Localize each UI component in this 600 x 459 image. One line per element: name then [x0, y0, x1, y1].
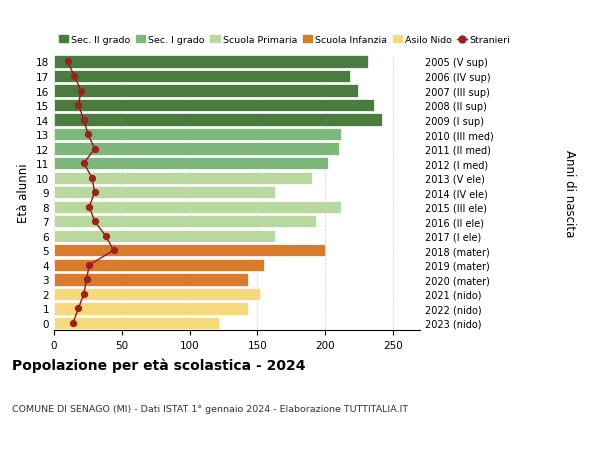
Bar	[54, 274, 248, 286]
Bar	[54, 201, 341, 213]
Bar	[54, 100, 374, 112]
Point	[90, 189, 100, 196]
Bar	[54, 216, 316, 228]
Bar	[54, 288, 260, 300]
Point	[85, 204, 94, 211]
Point	[109, 247, 118, 254]
Bar	[54, 302, 248, 315]
Bar	[54, 114, 382, 127]
Point	[70, 73, 79, 80]
Y-axis label: Età alunni: Età alunni	[17, 163, 31, 223]
Bar	[54, 129, 341, 141]
Point	[101, 233, 110, 240]
Bar	[54, 172, 311, 185]
Point	[76, 88, 86, 95]
Text: Popolazione per età scolastica - 2024: Popolazione per età scolastica - 2024	[12, 358, 305, 373]
Bar	[54, 245, 325, 257]
Bar	[54, 71, 350, 83]
Point	[79, 160, 89, 168]
Point	[79, 117, 89, 124]
Point	[82, 276, 91, 283]
Bar	[54, 317, 220, 330]
Point	[63, 59, 73, 66]
Y-axis label: Anni di nascita: Anni di nascita	[563, 149, 577, 236]
Point	[74, 102, 83, 110]
Bar	[54, 85, 358, 97]
Bar	[54, 143, 338, 156]
Point	[87, 174, 97, 182]
Bar	[54, 230, 275, 242]
Bar	[54, 259, 264, 271]
Legend: Sec. II grado, Sec. I grado, Scuola Primaria, Scuola Infanzia, Asilo Nido, Stran: Sec. II grado, Sec. I grado, Scuola Prim…	[59, 36, 511, 45]
Point	[68, 319, 78, 327]
Bar	[54, 56, 368, 68]
Bar	[54, 187, 275, 199]
Point	[90, 146, 100, 153]
Point	[90, 218, 100, 225]
Point	[74, 305, 83, 313]
Point	[85, 262, 94, 269]
Point	[79, 291, 89, 298]
Text: COMUNE DI SENAGO (MI) - Dati ISTAT 1° gennaio 2024 - Elaborazione TUTTITALIA.IT: COMUNE DI SENAGO (MI) - Dati ISTAT 1° ge…	[12, 404, 408, 413]
Bar	[54, 157, 328, 170]
Point	[83, 131, 92, 139]
